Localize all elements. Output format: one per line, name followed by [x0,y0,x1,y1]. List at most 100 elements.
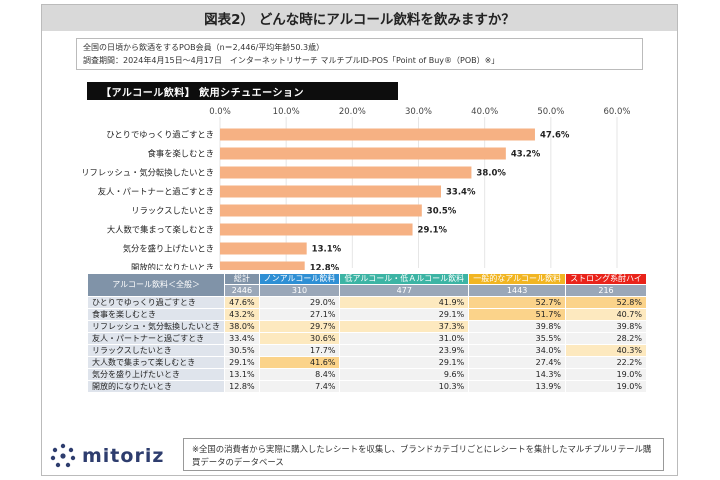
category-label: ひとりでゆっくり過ごすとき [106,130,214,140]
category-label: 友人・パートナーと過ごすとき [98,187,214,197]
col-header-strong-chuhai: ストロング系酎ハイ [565,272,647,286]
table-cell: 47.6% [224,295,260,309]
survey-info-box: 全国の日頃から飲酒をするPOB会員（n＝2,446/平均年齢50.3歳） 調査期… [76,38,643,70]
data-label: 30.5% [427,207,457,217]
x-tick-label: 10.0% [273,107,300,117]
n-strong-chuhai: 216 [565,284,647,297]
table-cell: 7.4% [258,379,341,393]
survey-info-line-2: 調査期間：2024年4月15日～4月17日 インターネットリサーチ マルチプルI… [83,56,500,65]
table-cell: 34.0% [468,343,567,357]
table-cell: 10.3% [339,379,470,393]
table-cell: 41.6% [258,355,341,369]
table-cell: 29.1% [339,355,470,369]
table-cell: 52.8% [565,295,647,309]
table-cell: 27.1% [258,307,341,321]
table-header-row: アルコール飲料＜全般＞ 総計 ノンアルコール飲料 低アルコール・低Ａルコール飲料… [86,272,647,297]
category-label: 開放的になりたいとき [131,263,214,271]
table-cell: 29.0% [258,295,341,309]
table-cell: 9.6% [339,367,470,381]
table-row: 気分を盛り上げたいとき 13.1% 8.4% 9.6% 14.3% 19.0% [86,367,647,381]
bar [220,128,535,141]
table-cell: 27.4% [468,355,567,369]
table-cell: 22.2% [565,355,647,369]
table-cell: 30.6% [258,331,341,345]
table-cell: 17.7% [258,343,341,357]
bar [220,166,472,179]
row-label: 食事を楽しむとき [86,307,226,321]
breakdown-table: アルコール飲料＜全般＞ 総計 ノンアルコール飲料 低アルコール・低Ａルコール飲料… [86,272,647,393]
table-n-row: 2446 310 477 1443 216 [88,284,647,297]
row-label: ひとりでゆっくり過ごすとき [86,295,226,309]
table-cell: 31.0% [339,331,470,345]
table-cell: 30.5% [224,343,260,357]
table-cell: 29.1% [339,307,470,321]
chart-title: 【アルコール飲料】 飲用シチュエーション [87,82,398,100]
n-total: 2446 [224,284,260,297]
data-label: 33.4% [446,188,476,198]
n-general-alcohol: 1443 [468,284,567,297]
table-cell: 13.9% [468,379,567,393]
table-cell: 51.7% [468,307,567,321]
table-cell: 14.3% [468,367,567,381]
x-tick-label: 40.0% [471,107,498,117]
data-label: 38.0% [476,169,506,179]
table-cell: 8.4% [258,367,341,381]
table-row: ひとりでゆっくり過ごすとき 47.6% 29.0% 41.9% 52.7% 52.8% [86,295,647,309]
n-low-alcohol: 477 [339,284,470,297]
row-label: リフレッシュ・気分転換したいとき [86,319,226,333]
table-row: リラックスしたいとき 30.5% 17.7% 23.9% 34.0% 40.3% [86,343,647,357]
x-tick-label: 20.0% [339,107,366,117]
table-cell: 39.8% [468,319,567,333]
x-tick-label: 60.0% [603,107,630,117]
data-label: 12.8% [310,264,340,271]
table-row: 食事を楽しむとき 43.2% 27.1% 29.1% 51.7% 40.7% [86,307,647,321]
survey-info-line-1: 全国の日頃から飲酒をするPOB会員（n＝2,446/平均年齢50.3歳） [83,43,325,52]
category-label: 食事を楽しむとき [148,149,214,159]
bar [220,242,307,255]
table-cell: 43.2% [224,307,260,321]
row-label: 気分を盛り上げたいとき [86,367,226,381]
table-cell: 41.9% [339,295,470,309]
table-cell: 29.7% [258,319,341,333]
table-cell: 13.1% [224,367,260,381]
bar [220,185,441,198]
bar [220,204,422,217]
table-cell: 40.3% [565,343,647,357]
n-non-alcohol: 310 [258,284,341,297]
x-tick-label: 50.0% [537,107,564,117]
bar [220,223,413,236]
category-label: リラックスしたいとき [131,206,214,216]
data-label: 47.6% [540,131,570,141]
row-label: 大人数で集まって楽しむとき [86,355,226,369]
table-row: 友人・パートナーと過ごすとき 33.4% 30.6% 31.0% 35.5% 28.2% [86,331,647,345]
bar [220,147,506,160]
table-row: 大人数で集まって楽しむとき 29.1% 41.6% 29.1% 27.4% 22.2% [86,355,647,369]
row-label: 友人・パートナーと過ごすとき [86,331,226,345]
mitoriz-logo: mitoriz [50,443,164,469]
row-label: リラックスしたいとき [86,343,226,357]
figure-title: 図表2） どんな時にアルコール飲料を飲みますか？ [42,5,677,31]
table-cell: 28.2% [565,331,647,345]
bar [220,261,305,270]
table-cell: 23.9% [339,343,470,357]
table-cell: 19.0% [565,379,647,393]
table-cell: 39.8% [565,319,647,333]
data-label: 29.1% [418,226,448,236]
table-cell: 38.0% [224,319,260,333]
category-label: リフレッシュ・気分転換したいとき [81,168,214,178]
mitoriz-logo-text: mitoriz [82,445,165,467]
table-cell: 12.8% [224,379,260,393]
table-cell: 37.3% [339,319,470,333]
x-tick-label: 0.0% [209,107,231,117]
table-cell: 40.7% [565,307,647,321]
bar-chart: 0.0% 10.0% 20.0% 30.0% 40.0% 50.0% 60.0% ひとりでゆっ… [81,107,631,271]
table-corner-label: アルコール飲料＜全般＞ [86,273,226,297]
category-label: 大人数で集まって楽しむとき [107,225,214,235]
table-cell: 29.1% [224,355,260,369]
table-cell: 33.4% [224,331,260,345]
footnote: ※全国の消費者から実際に購入したレシートを収集し、ブランドカテゴリごとにレシート… [183,438,664,471]
col-header-non-alcohol: ノンアルコール飲料 [258,272,341,286]
category-label: 気分を盛り上げたいとき [123,244,214,254]
table-cell: 35.5% [468,331,567,345]
row-label: 開放的になりたいとき [86,379,226,393]
